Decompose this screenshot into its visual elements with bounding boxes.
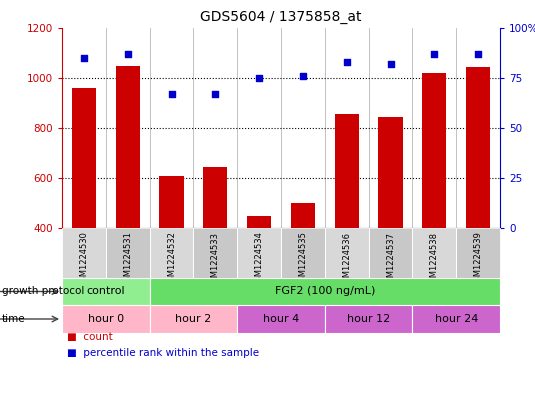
Point <box>430 51 439 57</box>
Bar <box>203 167 227 328</box>
Bar <box>412 305 500 333</box>
Text: GSM1224538: GSM1224538 <box>430 231 439 288</box>
Text: ■  count: ■ count <box>67 332 113 342</box>
Text: hour 2: hour 2 <box>175 314 211 324</box>
Point <box>255 75 263 81</box>
Bar <box>72 88 96 328</box>
Text: GSM1224536: GSM1224536 <box>342 231 351 288</box>
Point <box>474 51 483 57</box>
Bar <box>291 203 315 328</box>
Bar <box>281 228 325 278</box>
Bar <box>369 228 412 278</box>
Text: time: time <box>2 314 26 324</box>
Bar <box>150 228 193 278</box>
Text: growth protocol: growth protocol <box>2 286 85 296</box>
Point <box>80 55 88 61</box>
Text: GSM1224535: GSM1224535 <box>299 231 308 287</box>
Bar <box>325 305 412 333</box>
Title: GDS5604 / 1375858_at: GDS5604 / 1375858_at <box>200 10 362 24</box>
Text: FGF2 (100 ng/mL): FGF2 (100 ng/mL) <box>274 286 375 296</box>
Text: GSM1224534: GSM1224534 <box>255 231 264 287</box>
Bar <box>412 228 456 278</box>
Bar <box>150 305 237 333</box>
Bar <box>466 67 490 328</box>
Point <box>299 73 307 79</box>
Text: hour 24: hour 24 <box>434 314 478 324</box>
Text: GSM1224539: GSM1224539 <box>473 231 483 287</box>
Bar <box>378 117 402 328</box>
Text: GSM1224531: GSM1224531 <box>123 231 132 287</box>
Bar <box>106 228 150 278</box>
Point <box>211 91 219 97</box>
Point <box>386 61 395 67</box>
Text: GSM1224532: GSM1224532 <box>167 231 176 287</box>
Bar <box>247 215 271 328</box>
Text: hour 4: hour 4 <box>263 314 299 324</box>
Bar <box>150 278 500 305</box>
Bar <box>159 176 184 328</box>
Bar <box>62 278 150 305</box>
Text: hour 0: hour 0 <box>88 314 124 324</box>
Text: GSM1224530: GSM1224530 <box>79 231 88 287</box>
Bar <box>335 114 359 328</box>
Bar <box>116 66 140 328</box>
Text: control: control <box>87 286 125 296</box>
Point <box>124 51 132 57</box>
Bar <box>62 305 150 333</box>
Point <box>342 59 351 65</box>
Text: GSM1224537: GSM1224537 <box>386 231 395 288</box>
Bar <box>456 228 500 278</box>
Bar <box>237 228 281 278</box>
Point <box>167 91 176 97</box>
Bar <box>193 228 237 278</box>
Bar <box>237 305 325 333</box>
Text: GSM1224533: GSM1224533 <box>211 231 220 288</box>
Text: hour 12: hour 12 <box>347 314 390 324</box>
Bar <box>422 73 446 328</box>
Text: ■  percentile rank within the sample: ■ percentile rank within the sample <box>67 348 259 358</box>
Bar <box>325 228 369 278</box>
Bar <box>62 228 106 278</box>
